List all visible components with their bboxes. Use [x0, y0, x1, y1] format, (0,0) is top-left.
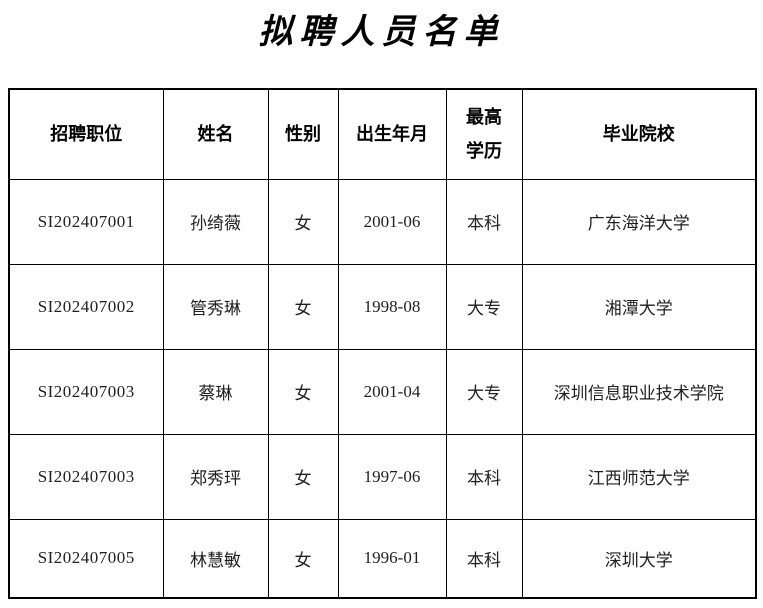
- page-title: 拟聘人员名单: [258, 14, 505, 51]
- col-header-education: 最高学历: [445, 88, 523, 180]
- col-header-birthdate: 出生年月: [337, 88, 447, 180]
- table-row: SI202407003 蔡琳 女 2001-04 大专 深圳信息职业技术学院: [8, 348, 757, 435]
- cell-school: 湘潭大学: [521, 263, 757, 350]
- table-row: SI202407001 孙绮薇 女 2001-06 本科 广东海洋大学: [8, 178, 757, 265]
- cell-school: 深圳大学: [521, 518, 757, 599]
- table-header-row: 招聘职位 姓名 性别 出生年月 最高学历 毕业院校: [8, 88, 757, 180]
- cell-gender: 女: [267, 178, 339, 265]
- cell-position: SI202407005: [8, 518, 164, 599]
- cell-gender: 女: [267, 263, 339, 350]
- table-row: SI202407005 林慧敏 女 1996-01 本科 深圳大学: [8, 518, 757, 599]
- cell-name: 郑秀玶: [162, 433, 269, 520]
- cell-position: SI202407001: [8, 178, 164, 265]
- cell-birthdate: 1996-01: [337, 518, 447, 599]
- table-row: SI202407002 管秀琳 女 1998-08 大专 湘潭大学: [8, 263, 757, 350]
- cell-school: 深圳信息职业技术学院: [521, 348, 757, 435]
- cell-education: 大专: [445, 348, 523, 435]
- col-header-name: 姓名: [162, 88, 269, 180]
- col-header-school: 毕业院校: [521, 88, 757, 180]
- cell-education: 大专: [445, 263, 523, 350]
- cell-name: 林慧敏: [162, 518, 269, 599]
- cell-gender: 女: [267, 518, 339, 599]
- cell-birthdate: 2001-04: [337, 348, 447, 435]
- cell-position: SI202407003: [8, 348, 164, 435]
- hire-list-table: 招聘职位 姓名 性别 出生年月 最高学历 毕业院校 SI202407001 孙绮…: [8, 88, 757, 599]
- cell-birthdate: 1997-06: [337, 433, 447, 520]
- cell-birthdate: 2001-06: [337, 178, 447, 265]
- cell-name: 管秀琳: [162, 263, 269, 350]
- col-header-position: 招聘职位: [8, 88, 164, 180]
- cell-education: 本科: [445, 433, 523, 520]
- cell-name: 蔡琳: [162, 348, 269, 435]
- cell-position: SI202407002: [8, 263, 164, 350]
- cell-name: 孙绮薇: [162, 178, 269, 265]
- table-row: SI202407003 郑秀玶 女 1997-06 本科 江西师范大学: [8, 433, 757, 520]
- cell-gender: 女: [267, 348, 339, 435]
- cell-education: 本科: [445, 178, 523, 265]
- cell-position: SI202407003: [8, 433, 164, 520]
- col-header-gender: 性别: [267, 88, 339, 180]
- cell-education: 本科: [445, 518, 523, 599]
- cell-gender: 女: [267, 433, 339, 520]
- cell-school: 江西师范大学: [521, 433, 757, 520]
- cell-birthdate: 1998-08: [337, 263, 447, 350]
- cell-school: 广东海洋大学: [521, 178, 757, 265]
